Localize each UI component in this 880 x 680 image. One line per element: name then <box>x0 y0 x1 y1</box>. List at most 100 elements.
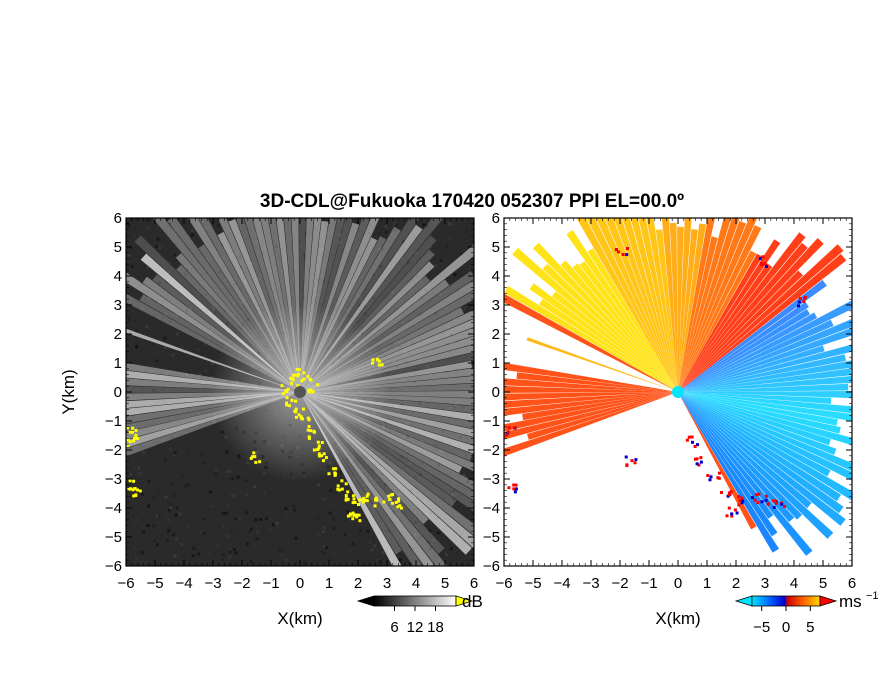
flagged-cell <box>371 358 375 362</box>
noise-cell <box>150 355 154 359</box>
noise-cell <box>220 243 224 247</box>
flagged-cell <box>332 467 336 471</box>
noise-cell <box>152 313 156 317</box>
noise-cell <box>127 317 131 321</box>
noise-cell <box>200 453 204 457</box>
noise-cell <box>174 513 178 517</box>
flagged-cell <box>286 387 290 391</box>
noise-cell <box>167 508 171 512</box>
noise-cell <box>171 374 175 378</box>
flagged-cell <box>761 255 765 259</box>
flagged-cell <box>346 514 350 518</box>
noise-cell <box>314 293 318 297</box>
velocity-ray <box>504 286 678 392</box>
flagged-cell <box>740 496 744 500</box>
noise-cell <box>398 558 402 562</box>
velocity-ray <box>678 392 837 455</box>
y-tick-label: −5 <box>483 529 500 546</box>
noise-cell <box>449 406 453 410</box>
noise-cell <box>238 516 242 520</box>
velocity-ray <box>678 229 698 392</box>
velocity-colorbar-ticks: −5 0 5 <box>753 606 814 636</box>
echo-ray <box>300 218 354 392</box>
noise-cell <box>449 547 453 551</box>
noise-cell <box>314 514 318 518</box>
velocity-ray <box>613 218 678 392</box>
y-tick-label: 4 <box>492 268 500 285</box>
noise-cell <box>198 546 202 550</box>
velocity-colorbar-bar <box>751 595 821 607</box>
flagged-cell <box>131 426 135 430</box>
noise-cell <box>228 323 232 327</box>
noise-cell <box>145 226 149 230</box>
noise-cell <box>129 325 133 329</box>
x-tick-label: 1 <box>703 575 711 592</box>
flagged-cell <box>297 413 301 417</box>
y-tick-label: −1 <box>483 413 500 430</box>
noise-cell <box>284 558 288 562</box>
noise-cell <box>297 231 301 235</box>
noise-cell <box>169 502 173 506</box>
velocity-colorbar-unit: ms <box>839 592 862 611</box>
velocity-ray <box>678 223 707 392</box>
flagged-cell <box>365 499 369 503</box>
noise-cell <box>418 472 422 476</box>
flagged-cell <box>693 445 697 448</box>
noise-cell <box>408 544 412 548</box>
right-center-marker <box>672 386 684 398</box>
y-tick-label: −4 <box>105 500 122 517</box>
noise-cell <box>413 475 417 479</box>
flagged-cell <box>307 390 311 394</box>
flagged-cell <box>351 517 355 521</box>
noise-cell <box>173 253 177 257</box>
velocity-ray <box>678 368 852 392</box>
flagged-cell <box>362 500 366 504</box>
y-tick-label: 4 <box>114 268 122 285</box>
flagged-cell <box>351 501 355 505</box>
flagged-cell <box>297 368 301 372</box>
flagged-cell <box>362 496 366 500</box>
noise-cell <box>440 449 444 453</box>
noise-cell <box>377 232 381 236</box>
noise-cell <box>222 553 226 557</box>
flagged-cell <box>764 498 768 502</box>
noise-cell <box>303 561 307 565</box>
noise-cell <box>226 477 230 481</box>
noise-cell <box>435 448 439 452</box>
noise-cell <box>331 552 335 556</box>
y-tick-label: 6 <box>114 210 122 227</box>
noise-cell <box>142 342 146 346</box>
noise-cell <box>198 352 202 356</box>
velocity-ray <box>678 392 832 404</box>
noise-cell <box>142 530 146 534</box>
flagged-cell <box>296 384 300 388</box>
noise-cell <box>172 494 176 498</box>
noise-cell <box>175 537 179 541</box>
noise-cell <box>175 506 179 510</box>
flagged-cell <box>774 501 778 505</box>
flagged-cell <box>138 489 142 493</box>
noise-cell <box>152 524 156 528</box>
flagged-cell <box>706 474 710 477</box>
noise-cell <box>221 512 225 516</box>
noise-cell <box>453 284 457 288</box>
noise-cell <box>165 539 169 543</box>
noise-cell <box>400 371 404 375</box>
noise-cell <box>198 372 202 376</box>
noise-cell <box>140 492 144 496</box>
velocity-colorbar: −5 0 5 ms −1 <box>734 590 879 636</box>
noise-cell <box>408 254 412 258</box>
noise-cell <box>172 533 176 537</box>
noise-cell <box>425 524 429 528</box>
noise-cell <box>271 523 275 527</box>
noise-cell <box>135 345 139 349</box>
noise-cell <box>343 533 347 537</box>
noise-cell <box>450 431 454 435</box>
noise-cell <box>436 531 440 535</box>
noise-cell <box>447 237 451 241</box>
flagged-cell <box>336 487 340 491</box>
velocity-ray <box>678 218 758 392</box>
noise-cell <box>371 470 375 474</box>
y-tick-label: 1 <box>114 355 122 372</box>
velocity-ray <box>678 391 852 399</box>
